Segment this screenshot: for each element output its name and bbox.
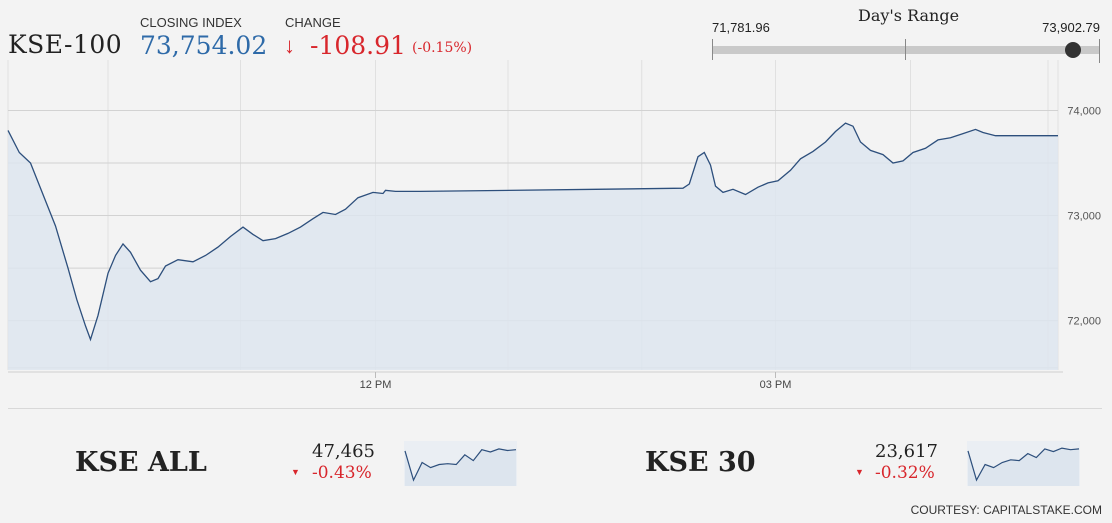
sub-index-change-kse-all: -0.43% <box>312 463 372 483</box>
change-label: CHANGE <box>285 15 341 30</box>
price-line <box>7 122 1058 342</box>
axes: 74,000 73,000 72,000 12 PM 03 PM <box>8 105 1101 391</box>
down-triangle-icon: ▼ <box>291 467 300 477</box>
courtesy-note: COURTESY: CAPITALSTAKE.COM <box>910 503 1102 517</box>
closing-index-label: CLOSING INDEX <box>140 15 242 30</box>
x-tick-label: 12 PM <box>360 379 392 391</box>
days-range-tick-mid <box>905 39 906 63</box>
days-range-tick-high <box>1099 39 1100 63</box>
change-value: -108.91 <box>310 31 406 60</box>
y-tick-label: 72,000 <box>1067 316 1101 328</box>
sparkline-line <box>967 447 1080 482</box>
divider <box>8 408 1102 409</box>
y-tick-label: 73,000 <box>1067 211 1101 223</box>
days-range-low: 71,781.96 <box>712 20 770 35</box>
index-name: KSE-100 <box>8 30 123 59</box>
sparkline-area <box>405 448 516 486</box>
sparkline-kse-all <box>404 441 517 486</box>
intraday-chart: 74,000 73,000 72,000 12 PM 03 PM <box>7 60 1101 391</box>
change-percent: (-0.15%) <box>412 40 473 56</box>
closing-index-value: 73,754.02 <box>140 31 268 60</box>
sub-index-value-kse-30: 23,617 <box>875 441 938 462</box>
sub-index-value-kse-all: 47,465 <box>312 441 375 462</box>
y-tick-label: 74,000 <box>1067 105 1101 117</box>
sub-index-change-kse-30: -0.32% <box>875 463 935 483</box>
sparkline-line <box>404 448 517 482</box>
sparkline-kse-30 <box>967 441 1080 486</box>
price-area <box>8 123 1058 370</box>
down-triangle-icon: ▼ <box>855 467 864 477</box>
x-tick-label: 03 PM <box>760 379 792 391</box>
sub-index-name-kse-all: KSE ALL <box>75 447 207 478</box>
sparkline-area <box>968 448 1079 486</box>
days-range-high: 73,902.79 <box>1042 20 1100 35</box>
days-range-bar <box>712 46 1100 54</box>
down-arrow-icon: ↓ <box>284 33 295 58</box>
days-range-title: Day's Range <box>858 6 960 25</box>
days-range-tick-low <box>712 39 713 63</box>
days-range-marker <box>1064 42 1081 58</box>
sub-index-name-kse-30: KSE 30 <box>645 447 756 478</box>
